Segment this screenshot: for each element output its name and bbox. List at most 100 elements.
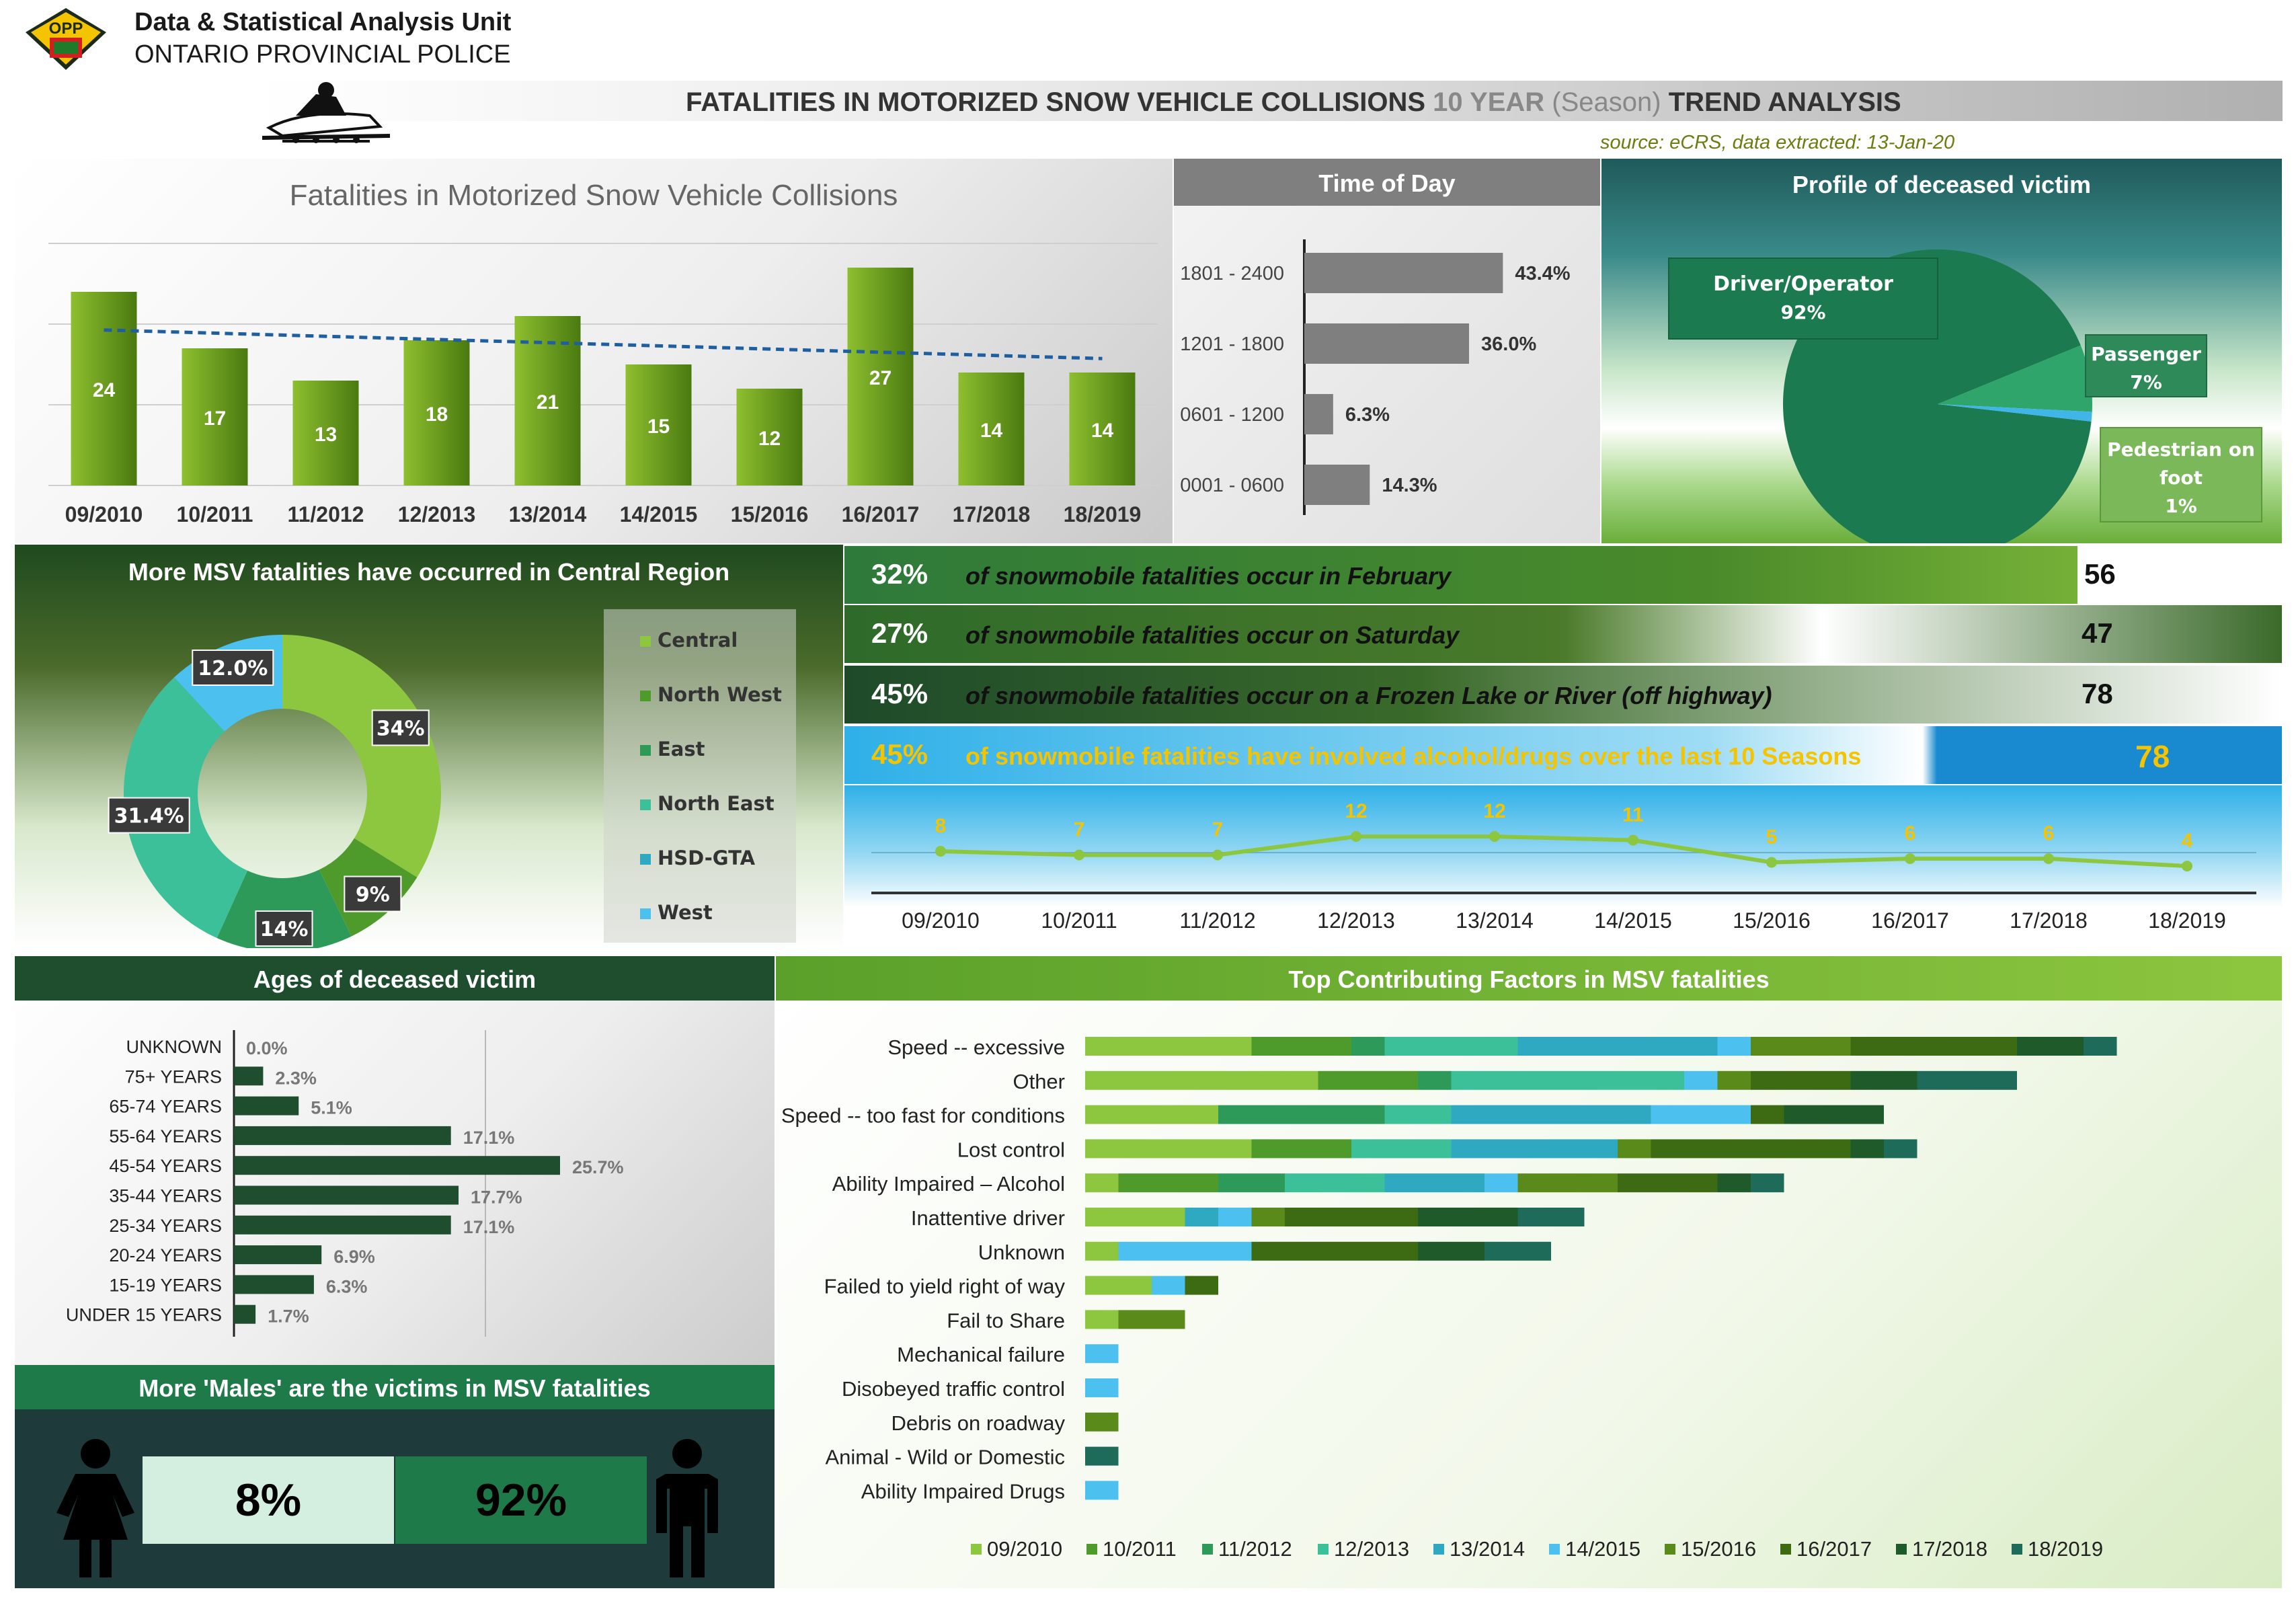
slice-value-label: 92% bbox=[1780, 301, 1825, 323]
bar-segment bbox=[1618, 1173, 1718, 1193]
y-tick-label: Inattentive driver bbox=[911, 1206, 1065, 1230]
bar-segment bbox=[1751, 1070, 1851, 1090]
bar-segment bbox=[1251, 1139, 1351, 1159]
bar-data-label: 18 bbox=[426, 403, 448, 426]
yearly-chart-title: Fatalities in Motorized Snow Vehicle Col… bbox=[289, 179, 898, 212]
y-tick-label: 1201 - 1800 bbox=[1180, 334, 1284, 355]
legend-swatch bbox=[640, 799, 651, 810]
x-tick-label: 11/2012 bbox=[1179, 908, 1255, 933]
bar bbox=[625, 364, 692, 485]
bar bbox=[403, 340, 470, 485]
legend-swatch bbox=[640, 636, 651, 647]
slice-value-label: 1% bbox=[2165, 495, 2197, 517]
y-tick-label: 75+ YEARS bbox=[125, 1066, 222, 1087]
male-percent-box: 92% bbox=[395, 1456, 647, 1544]
bar-segment bbox=[1651, 1105, 1751, 1124]
opp-logo: OPP bbox=[19, 5, 113, 73]
point-data-label: 4 bbox=[2182, 830, 2193, 852]
donut-data-label: 12.0% bbox=[198, 657, 268, 680]
bar-segment bbox=[1085, 1070, 1318, 1090]
fact-text: of snowmobile fatalities occur on Saturd… bbox=[965, 621, 1460, 649]
y-tick-label: Debris on roadway bbox=[892, 1411, 1066, 1435]
bar-segment bbox=[1485, 1173, 1518, 1193]
bar-data-label: 17 bbox=[204, 407, 226, 430]
bar-segment bbox=[1085, 1139, 1252, 1159]
bar-segment bbox=[1118, 1241, 1252, 1261]
x-tick-label: 17/2018 bbox=[2010, 908, 2088, 933]
bar bbox=[1304, 394, 1333, 434]
bar-segment bbox=[1850, 1139, 1884, 1159]
x-tick-label: 14/2015 bbox=[1594, 908, 1672, 933]
data-point bbox=[1766, 857, 1777, 868]
data-point bbox=[935, 846, 946, 857]
bar-segment bbox=[1185, 1208, 1218, 1226]
slice-name-label: Driver/Operator bbox=[1713, 272, 1893, 296]
fact-row-frozen-lake: 45% of snowmobile fatalities occur on a … bbox=[844, 666, 2282, 724]
male-person-icon bbox=[656, 1439, 718, 1577]
ages-title: Ages of deceased victim bbox=[253, 966, 537, 993]
ages-panel: Ages of deceased victim UNKNOWN 0.0% 75+ Y… bbox=[15, 956, 775, 1365]
bar-data-label: 17.7% bbox=[471, 1187, 522, 1208]
x-tick-label: 14/2015 bbox=[620, 502, 698, 526]
legend-swatch bbox=[640, 745, 651, 756]
bar-segment bbox=[1085, 1412, 1119, 1432]
legend-label: 14/2015 bbox=[1565, 1537, 1640, 1561]
bar-segment bbox=[1351, 1139, 1452, 1159]
legend-swatch bbox=[1780, 1544, 1791, 1555]
x-tick-label: 18/2019 bbox=[1064, 502, 1142, 526]
legend-label: 15/2016 bbox=[1681, 1537, 1756, 1561]
slice-label-box bbox=[2085, 334, 2207, 397]
slice-label-box bbox=[255, 910, 313, 947]
y-tick-label: Failed to yield right of way bbox=[824, 1275, 1066, 1298]
title-bar: FATALITIES IN MOTORIZED SNOW VEHICLE COL… bbox=[255, 81, 2283, 121]
fact-count: 47 bbox=[2082, 617, 2113, 649]
fact-pct: 32% bbox=[871, 558, 928, 590]
y-tick-label: 55-64 YEARS bbox=[109, 1126, 222, 1146]
x-tick-label: 09/2010 bbox=[65, 502, 143, 526]
bar-segment bbox=[1850, 1070, 1917, 1090]
bar-segment bbox=[1751, 1037, 1851, 1056]
x-tick-label: 15/2016 bbox=[1733, 908, 1811, 933]
bar-segment bbox=[1717, 1173, 1751, 1193]
bar-segment bbox=[1351, 1037, 1385, 1056]
yearly-fatalities-panel: Fatalities in Motorized Snow Vehicle Col… bbox=[15, 159, 1173, 543]
legend-swatch bbox=[971, 1544, 982, 1555]
x-tick-label: 15/2016 bbox=[731, 502, 809, 526]
slice-label-box bbox=[1668, 258, 1938, 340]
bar-data-label: 2.3% bbox=[275, 1068, 317, 1088]
org-name: ONTARIO PROVINCIAL POLICE bbox=[134, 40, 511, 69]
page-title: FATALITIES IN MOTORIZED SNOW VEHICLE COL… bbox=[686, 87, 1901, 117]
y-tick-label: 15-19 YEARS bbox=[109, 1275, 222, 1295]
bar bbox=[1304, 465, 1370, 505]
x-tick-label: 13/2014 bbox=[509, 502, 587, 526]
bar-segment bbox=[1218, 1105, 1385, 1124]
data-point bbox=[2043, 853, 2054, 864]
slice-label-box bbox=[2100, 427, 2262, 522]
bar-data-label: 21 bbox=[537, 391, 559, 414]
bar-segment bbox=[1318, 1070, 1418, 1090]
x-tick-label: 16/2017 bbox=[1871, 908, 1949, 933]
bar-segment bbox=[1085, 1446, 1119, 1466]
bar-segment bbox=[1085, 1481, 1119, 1500]
fact-num-bg bbox=[2077, 546, 2282, 604]
donut-slice bbox=[282, 635, 442, 877]
bar-data-label: 14 bbox=[980, 420, 1003, 442]
bar-segment bbox=[1085, 1173, 1119, 1193]
bar bbox=[71, 292, 137, 485]
y-tick-label: Animal - Wild or Domestic bbox=[825, 1446, 1065, 1469]
region-title: More MSV fatalities have occurred in Cen… bbox=[128, 558, 730, 586]
point-data-label: 11 bbox=[1622, 804, 1644, 826]
bar-data-label: 5.1% bbox=[311, 1098, 352, 1118]
point-data-label: 5 bbox=[1766, 826, 1778, 849]
x-tick-label: 13/2014 bbox=[1456, 908, 1534, 933]
bar-segment bbox=[1085, 1310, 1119, 1329]
x-tick-label: 09/2010 bbox=[902, 908, 980, 933]
x-tick-label: 10/2011 bbox=[1041, 908, 1117, 933]
bar bbox=[234, 1215, 451, 1235]
bar-segment bbox=[1884, 1139, 1917, 1159]
legend-swatch bbox=[1433, 1544, 1444, 1555]
y-tick-label: Mechanical failure bbox=[897, 1343, 1065, 1366]
bar bbox=[234, 1185, 459, 1205]
fact-count: 78 bbox=[2082, 678, 2113, 709]
slice-value-label: 7% bbox=[2130, 371, 2162, 393]
